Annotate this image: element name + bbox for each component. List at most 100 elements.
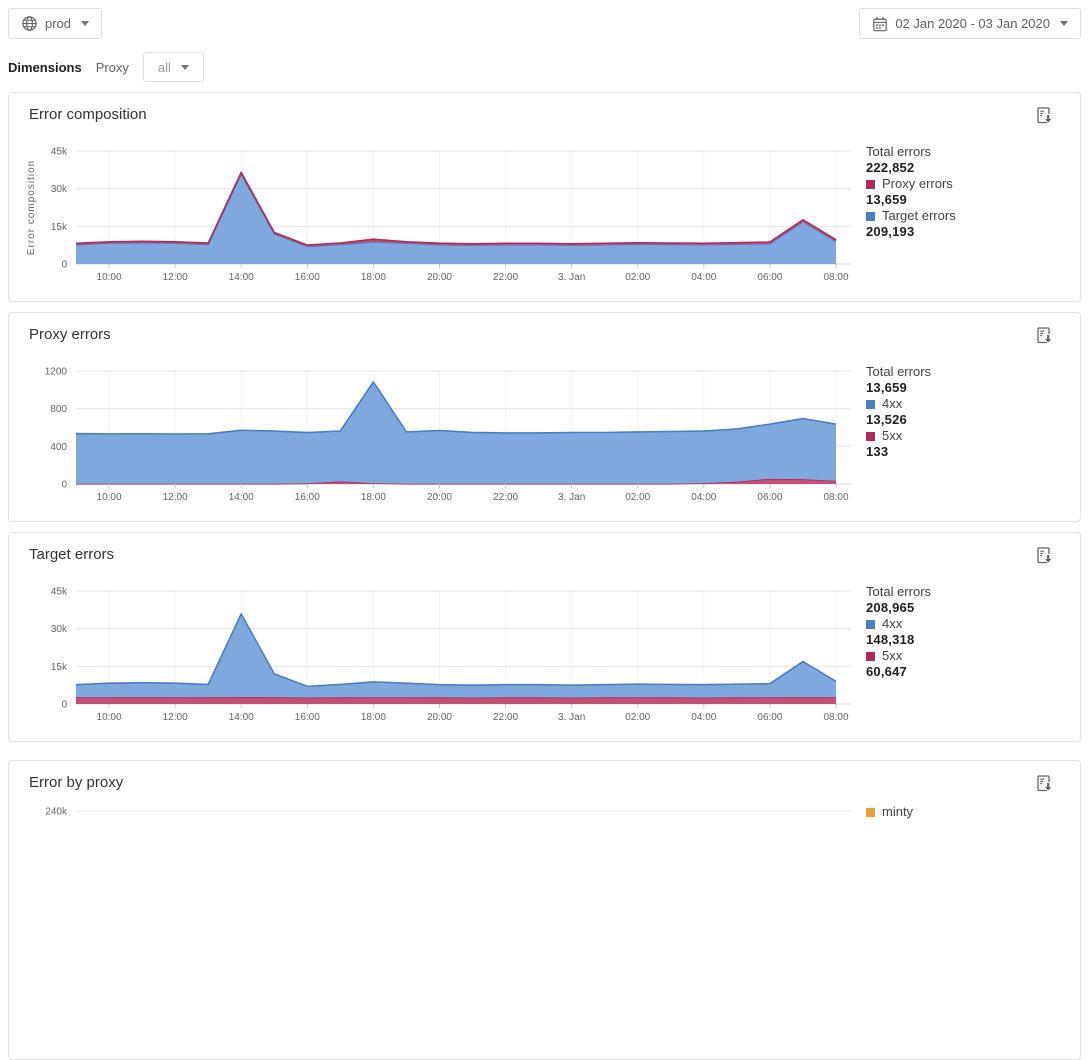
chart-series bbox=[75, 613, 837, 704]
svg-text:0: 0 bbox=[61, 260, 67, 271]
chart-legend: Total errors 208,965 4xx 148,318 5xx 60,647 bbox=[866, 573, 1076, 731]
svg-text:12:00: 12:00 bbox=[163, 712, 188, 723]
chart-card-error-by-proxy: Error by proxy 240k minty bbox=[8, 760, 1081, 1060]
card-body: 0 400 800 1200 10:00 12:00 14:00 16:00 18:00 20:0… bbox=[9, 353, 1080, 511]
svg-text:02:00: 02:00 bbox=[625, 272, 650, 283]
filter-bar: Dimensions Proxy all bbox=[8, 52, 1081, 82]
chart-card-error-composition: Error composition 0 15k 30k 45k 10:00 12:00 14… bbox=[8, 92, 1081, 302]
legend-item-total-errors: Total errors bbox=[866, 364, 1076, 380]
svg-text:3. Jan: 3. Jan bbox=[558, 272, 585, 283]
card-header: Error by proxy bbox=[9, 761, 1080, 793]
report-download-icon bbox=[1037, 327, 1054, 345]
card-header: Error composition bbox=[9, 93, 1080, 125]
legend-label: 4xx bbox=[882, 396, 903, 411]
svg-text:06:00: 06:00 bbox=[757, 492, 782, 503]
legend-label: minty bbox=[882, 804, 914, 819]
chart-title: Error composition bbox=[29, 106, 147, 123]
export-report-button[interactable] bbox=[1036, 775, 1054, 794]
legend-label: Proxy errors bbox=[882, 176, 953, 191]
series-5xx-area bbox=[76, 478, 836, 484]
export-report-button[interactable] bbox=[1036, 327, 1054, 346]
chart-card-target-errors: Target errors 0 15k 30k 45k 10:00 12:00 14:00 1… bbox=[8, 532, 1081, 742]
chart-title: Error by proxy bbox=[29, 774, 124, 791]
svg-text:18:00: 18:00 bbox=[361, 492, 386, 503]
area-chart: 240k bbox=[45, 807, 851, 818]
legend-swatch bbox=[866, 399, 875, 409]
chevron-down-icon bbox=[180, 64, 189, 70]
series-target-errors-line bbox=[75, 173, 837, 248]
dimensions-label: Dimensions bbox=[8, 59, 82, 75]
svg-text:10:00: 10:00 bbox=[97, 712, 122, 723]
card-body: 0 15k 30k 45k 10:00 12:00 14:00 16:00 18:00 20:00… bbox=[9, 573, 1080, 731]
svg-text:04:00: 04:00 bbox=[691, 712, 716, 723]
date-range-selector[interactable]: 02 Jan 2020 - 03 Jan 2020 bbox=[859, 8, 1081, 39]
svg-text:14:00: 14:00 bbox=[229, 492, 254, 503]
legend-item-5xx: 5xx bbox=[866, 648, 1076, 664]
svg-text:30k: 30k bbox=[51, 624, 68, 635]
date-range-label: 02 Jan 2020 - 03 Jan 2020 bbox=[895, 16, 1050, 31]
svg-text:20:00: 20:00 bbox=[427, 272, 452, 283]
svg-text:10:00: 10:00 bbox=[97, 272, 122, 283]
export-report-button[interactable] bbox=[1036, 547, 1054, 566]
legend-label: Total errors bbox=[866, 584, 932, 599]
legend-label: 5xx bbox=[882, 648, 903, 663]
export-report-button[interactable] bbox=[1036, 107, 1054, 126]
area-chart: 0 15k 30k 45k 10:00 12:00 14:00 16:00 18:00 20:00… bbox=[51, 587, 851, 723]
legend-item-total-errors: Total errors bbox=[866, 584, 1076, 600]
chart-legend: minty bbox=[866, 793, 1076, 951]
svg-text:04:00: 04:00 bbox=[691, 272, 716, 283]
legend-value: 60,647 bbox=[866, 664, 907, 679]
legend-item-minty: minty bbox=[866, 804, 1076, 820]
svg-text:16:00: 16:00 bbox=[295, 492, 320, 503]
y-axis-title: Error composition bbox=[26, 160, 37, 255]
svg-text:45k: 45k bbox=[51, 587, 68, 598]
legend-swatch bbox=[866, 431, 875, 441]
chart-legend: Total errors 13,659 4xx 13,526 5xx 133 bbox=[866, 353, 1076, 511]
legend-value: 133 bbox=[866, 444, 889, 459]
top-bar: prod 02 Jan 2020 - 03 Jan 2020 bbox=[0, 0, 1089, 39]
card-body: 240k minty bbox=[9, 793, 1080, 951]
series-target-errors-area bbox=[76, 173, 836, 264]
legend-swatch bbox=[866, 211, 875, 221]
proxy-filter-dropdown[interactable]: all bbox=[142, 52, 204, 82]
chart-card-proxy-errors: Proxy errors 0 400 800 1200 10:00 12:00 14:00 1… bbox=[8, 312, 1081, 522]
svg-text:18:00: 18:00 bbox=[361, 272, 386, 283]
legend-label: 5xx bbox=[882, 428, 903, 443]
legend-value: 13,526 bbox=[866, 412, 907, 427]
svg-text:15k: 15k bbox=[51, 662, 68, 673]
series-4xx-area bbox=[76, 613, 836, 698]
series-5xx-area bbox=[76, 697, 836, 704]
legend-value: 209,193 bbox=[866, 224, 915, 239]
legend-value: 13,659 bbox=[866, 380, 907, 395]
report-download-icon bbox=[1037, 107, 1054, 125]
svg-text:14:00: 14:00 bbox=[229, 712, 254, 723]
svg-text:20:00: 20:00 bbox=[427, 712, 452, 723]
environment-label: prod bbox=[45, 16, 72, 31]
environment-selector[interactable]: prod bbox=[8, 8, 103, 39]
svg-text:16:00: 16:00 bbox=[295, 712, 320, 723]
legend-label: Total errors bbox=[866, 144, 932, 159]
svg-text:30k: 30k bbox=[51, 184, 68, 195]
legend-item-target-errors: Target errors bbox=[866, 208, 1076, 224]
chart-title: Proxy errors bbox=[29, 326, 111, 343]
legend-item-4xx: 4xx bbox=[866, 616, 1076, 632]
svg-text:0: 0 bbox=[61, 700, 67, 711]
svg-text:22:00: 22:00 bbox=[493, 492, 518, 503]
svg-text:45k: 45k bbox=[51, 147, 68, 158]
legend-value: 148,318 bbox=[866, 632, 915, 647]
legend-label: 4xx bbox=[882, 616, 903, 631]
chart-x-axis: 10:00 12:00 14:00 16:00 18:00 20:00 22:00 3. Ja… bbox=[97, 264, 849, 283]
calendar-icon bbox=[873, 16, 888, 31]
chart-gridlines: 240k bbox=[45, 807, 851, 818]
legend-item-4xx: 4xx bbox=[866, 396, 1076, 412]
legend-value: 13,659 bbox=[866, 192, 907, 207]
legend-item-proxy-errors: Proxy errors bbox=[866, 176, 1076, 192]
svg-text:02:00: 02:00 bbox=[625, 492, 650, 503]
report-download-icon bbox=[1037, 547, 1054, 565]
chart-x-axis: 10:00 12:00 14:00 16:00 18:00 20:00 22:00 3. Ja… bbox=[97, 484, 849, 503]
legend-label: Total errors bbox=[866, 364, 932, 379]
series-4xx-line bbox=[75, 381, 837, 435]
report-download-icon bbox=[1037, 775, 1054, 793]
chart-title: Target errors bbox=[29, 546, 115, 563]
series-proxy-errors-area bbox=[76, 172, 836, 247]
